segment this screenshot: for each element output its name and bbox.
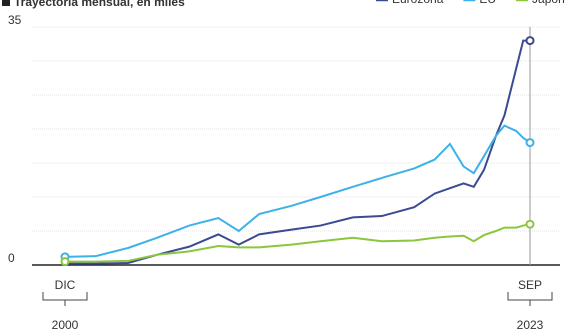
legend-label: Japón	[532, 0, 565, 6]
y-tick-label: 35	[8, 13, 22, 27]
title-marker	[2, 0, 10, 6]
end-point	[525, 138, 535, 148]
x-tick-year: 2000	[52, 318, 79, 332]
y-tick-label: 0	[8, 251, 15, 265]
chart-title: Trayectoria mensual, en miles	[14, 0, 185, 9]
end-point	[60, 257, 70, 267]
end-point	[525, 36, 535, 46]
legend-label: Eurozona	[392, 0, 444, 6]
legend-label: EU	[479, 0, 496, 6]
series-line	[64, 124, 531, 258]
series-line	[65, 39, 530, 265]
end-point	[525, 219, 535, 229]
x-tick-month: DIC	[55, 278, 76, 292]
x-tick-bracket	[42, 292, 88, 306]
x-tick-year: 2023	[517, 318, 544, 332]
x-tick-month: SEP	[518, 278, 542, 292]
x-tick-bracket	[507, 292, 553, 306]
series-line	[65, 223, 531, 263]
